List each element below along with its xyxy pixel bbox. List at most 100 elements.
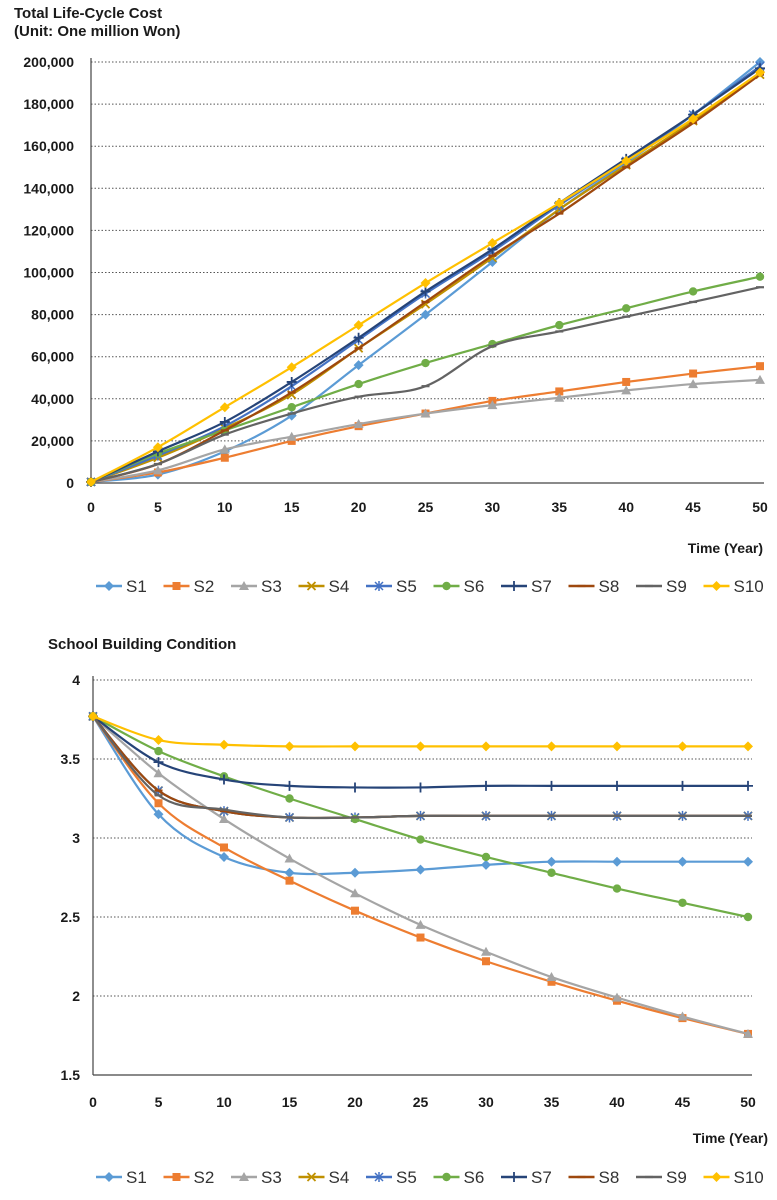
chart2-point-s7 [677,780,688,791]
chart1-point-s6 [622,304,631,313]
chart1-point-s7 [219,416,230,427]
chart1-point-s6 [287,403,296,412]
chart1-point-s6 [354,379,363,389]
chart2-legend-item-s3: S3 [231,1168,282,1187]
chart1-point-s10 [420,278,431,289]
chart1-y-tick-label: 100,000 [23,265,74,281]
chart1-line-s5 [90,65,761,483]
chart2-point-s3 [284,853,295,863]
chart1-point-s3 [755,374,765,384]
chart2-legend-item-s9: S9 [636,1168,687,1187]
chart2-point-s7 [284,780,295,791]
chart1-legend-marker [374,581,384,591]
chart1-point-s7 [286,376,297,387]
chart2-legend-label: S1 [126,1168,147,1187]
chart2-point-s10 [612,741,622,752]
chart2-legend-marker [442,1172,451,1182]
chart1-x-tick-label: 10 [217,499,233,515]
chart1-series-s10 [86,67,765,487]
chart2-line-s4 [92,715,748,820]
chart1-point-s10 [688,113,699,124]
chart2-legend-item-s10: S10 [703,1168,764,1187]
chart2-point-s6 [678,898,687,907]
chart1-legend-item-s7: S7 [501,577,552,596]
chart1-x-tick-label: 35 [552,499,568,515]
chart2-point-s6 [154,746,163,756]
chart2-point-s10 [284,741,295,752]
chart2-legend-label: S2 [194,1168,215,1187]
chart2-y-tick-label: 3 [72,830,80,846]
chart2-point-s7 [219,774,229,785]
chart1-point-s3 [286,431,297,441]
chart2-line-s7 [92,715,749,789]
chart1-line-s10 [90,71,761,483]
chart2-legend-label: S4 [329,1168,350,1187]
chart2-series-s8 [89,715,752,820]
chart1-line-s1 [90,61,761,484]
chart2-point-s2 [351,906,359,915]
chart1-x-tick-label: 0 [87,499,95,515]
chart2-point-s3 [350,888,360,898]
chart2-series-s7 [88,711,753,793]
chart1-y-tick-label: 40,000 [31,391,74,407]
chart1-x-tick-label: 25 [418,499,434,515]
chart2-point-s1 [743,856,753,867]
chart2-point-s6 [285,794,294,803]
chart2-point-s1 [153,809,164,820]
chart1-y-tick-label: 160,000 [23,138,74,154]
chart2-y-tick-label: 2 [72,988,80,1004]
chart2-point-s3 [546,972,557,982]
chart1-series-s1 [86,57,765,487]
chart2-legend: S1 S2 S3 S4 S5 S6 S7 S8 S9 S10 [96,1168,764,1187]
chart2-y-tick-label: 4 [72,672,80,688]
chart2-legend-label: S8 [599,1168,620,1187]
chart2-point-s1 [677,856,688,867]
chart2-x-tick-label: 50 [740,1094,756,1110]
chart2-point-s7 [546,780,557,791]
chart1-series-s2 [87,362,764,486]
chart1-legend-label: S6 [464,577,485,596]
chart2-point-s1 [219,851,229,862]
chart2-point-s2 [482,957,490,966]
chart2-point-s1 [546,856,557,867]
chart2-point-s3 [612,992,622,1002]
chart2-point-s6 [743,912,753,922]
chart2-point-s10 [350,741,360,752]
chart2-point-s10 [743,741,753,752]
chart1-point-s3 [353,419,364,429]
chart2-x-tick-label: 45 [675,1094,691,1110]
chart1-legend-marker [239,581,249,590]
chart1-point-s6 [755,272,765,281]
chart2-y-tick-label: 2.5 [61,909,81,925]
chart1-point-s1 [420,309,431,320]
chart2-series-s10 [88,711,753,752]
chart1-legend-label: S9 [666,577,687,596]
chart2-point-s7 [415,782,426,793]
chart1-point-s2 [555,387,564,396]
chart2-x-tick-label: 10 [216,1094,232,1110]
chart1-point-s3 [219,444,230,454]
chart2-point-s6 [350,814,360,824]
chart1-point-s3 [420,408,431,418]
chart1-point-s3 [487,400,498,410]
chart1-title: Total Life-Cycle Cost [14,5,163,22]
chart1-series-s7 [86,63,765,487]
chart1-y-tick-label: 180,000 [23,96,74,112]
chart1-point-s10 [487,238,498,249]
chart2-point-s2 [220,843,228,852]
chart2-point-s7 [612,780,622,791]
chart1-line-s2 [90,365,761,484]
chart1-point-s1 [353,360,364,371]
chart2-x-tick-label: 35 [544,1094,560,1110]
chart2-legend-label: S10 [734,1168,764,1187]
chart2-point-s1 [284,867,295,878]
chart2-legend-marker [711,1172,722,1182]
chart1-series-s5 [86,61,765,487]
chart1-point-s7 [420,286,431,297]
chart2-point-s7 [350,782,360,793]
chart2-point-s3 [219,814,229,824]
chart2-legend-item-s6: S6 [433,1168,484,1187]
chart1-y-tick-label: 60,000 [31,349,74,365]
chart1-point-s10 [755,67,765,78]
